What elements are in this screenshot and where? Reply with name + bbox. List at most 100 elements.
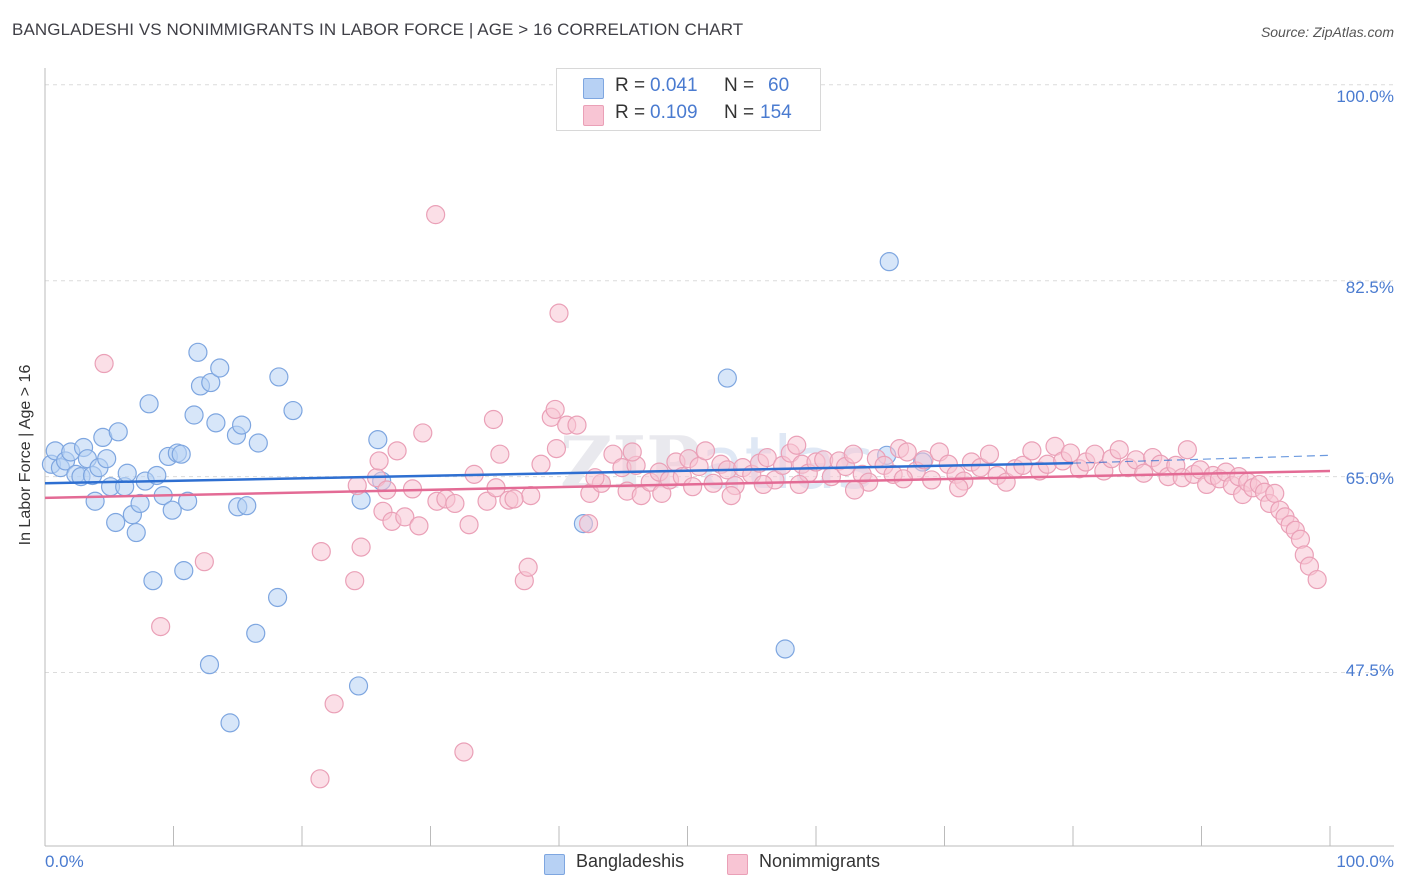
bangladeshi-point-13 — [97, 449, 117, 469]
bangladeshi-point-56 — [775, 639, 795, 659]
nonimmigrant-point-23 — [477, 491, 497, 511]
n-label: N = — [724, 75, 755, 96]
bangladeshi-point-36 — [199, 655, 220, 675]
nonimmigrant-point-141 — [445, 493, 465, 514]
nonimmigrant-point-5 — [324, 694, 344, 714]
bangladeshi-point-21 — [130, 493, 150, 514]
r-value: 0.041 — [650, 75, 698, 96]
legend-row-bangladeshis: R = 0.041 N = 60 — [557, 75, 820, 101]
nonimmigrant-point-73 — [843, 444, 863, 464]
nonimmigrant-point-24 — [483, 409, 504, 430]
bangladeshi-point-30 — [171, 444, 191, 464]
bangladeshis-swatch — [544, 854, 565, 875]
nonimmigrant-point-33 — [546, 439, 567, 459]
bangladeshi-point-39 — [210, 358, 230, 378]
y-tick-label-100: 100.0% — [1336, 87, 1394, 106]
bangladeshi-point-31 — [174, 561, 194, 581]
nonimmigrant-point-32 — [545, 399, 565, 420]
nonimmigrant-point-147 — [721, 486, 741, 506]
nonimmigrant-point-143 — [531, 454, 551, 474]
nonimmigrant-point-89 — [970, 458, 991, 478]
nonimmigrant-point-130 — [1265, 483, 1285, 503]
nonimmigrant-point-138 — [1307, 569, 1327, 590]
series-legend: Bangladeshis Nonimmigrants — [0, 851, 1406, 877]
bangladeshi-point-38 — [206, 413, 226, 433]
nonimmigrant-point-26 — [490, 444, 510, 464]
x-tick-label-100: 100.0% — [1336, 852, 1394, 871]
nonimmigrant-point-152 — [949, 478, 969, 498]
chart-title: BANGLADESHI VS NONIMMIGRANTS IN LABOR FO… — [12, 20, 744, 39]
nonimmigrant-trend-line — [44, 469, 1331, 500]
bangladeshi-point-20 — [126, 522, 146, 543]
bangladeshi-point-44 — [237, 496, 257, 516]
bangladeshi-point-48 — [269, 367, 289, 387]
nonimmigrant-point-2 — [194, 552, 214, 572]
nonimmigrant-point-0 — [94, 353, 114, 374]
y-tick-label-47-5: 47.5% — [1345, 661, 1394, 680]
n-label: N = — [724, 102, 755, 123]
nonimmigrant-point-103 — [1085, 444, 1105, 464]
nonimmigrant-point-53 — [695, 441, 716, 461]
r-label: R = — [615, 102, 646, 123]
nonimmigrant-point-17 — [426, 205, 446, 225]
nonimmigrant-point-82 — [914, 450, 934, 470]
nonimmigrants-swatch — [727, 854, 748, 875]
nonimmigrant-point-95 — [1022, 441, 1042, 461]
nonimmigrant-point-90 — [979, 444, 1000, 464]
bangladeshi-point-55 — [717, 368, 737, 388]
nonimmigrant-point-4 — [311, 541, 331, 562]
bangladeshi-point-37 — [201, 372, 221, 393]
n-value: 60 — [768, 75, 790, 96]
nonimmigrant-point-1 — [151, 616, 171, 637]
nonimmigrant-point-135 — [1290, 529, 1311, 549]
nonimmigrant-point-106 — [1109, 440, 1129, 460]
bangladeshi-trend-extension — [1072, 454, 1331, 464]
nonimmigrant-point-149 — [789, 474, 809, 495]
bangladeshi-point-24 — [143, 571, 163, 591]
bangladeshi-trend-line — [44, 461, 1074, 485]
nonimmigrant-point-7 — [351, 537, 371, 557]
bangladeshi-point-47 — [267, 587, 288, 608]
bangladeshi-point-50 — [348, 676, 369, 696]
bangladeshi-point-18 — [117, 463, 137, 483]
nonimmigrant-point-21 — [459, 515, 479, 535]
blue-swatch — [583, 78, 604, 99]
nonimmigrant-point-3 — [310, 769, 330, 789]
nonimmigrant-point-13 — [395, 507, 415, 527]
nonimmigrant-point-40 — [603, 444, 623, 464]
nonimmigrant-point-30 — [521, 486, 541, 506]
bangladeshi-point-23 — [139, 394, 159, 414]
bangladeshi-point-49 — [283, 400, 303, 421]
legend-row-nonimmigrants: R = 0.109 N = 154 — [557, 102, 820, 128]
bangladeshi-point-10 — [85, 491, 105, 511]
legend-item-bangladeshis: Bangladeshis — [576, 851, 685, 871]
r-label: R = — [615, 75, 646, 96]
x-tick-label-0: 0.0% — [45, 852, 84, 871]
nonimmigrant-point-145 — [622, 442, 642, 462]
nonimmigrant-point-109 — [1134, 463, 1154, 483]
bangladeshi-point-40 — [220, 713, 240, 733]
nonimmigrant-point-142 — [504, 489, 524, 509]
nonimmigrant-point-16 — [413, 423, 433, 443]
pink-swatch — [583, 105, 604, 126]
nonimmigrant-point-65 — [787, 435, 807, 455]
nonimmigrant-point-150 — [844, 480, 865, 500]
bangladeshi-point-32 — [178, 491, 198, 511]
nonimmigrant-point-20 — [454, 742, 474, 762]
bangladeshi-point-43 — [232, 415, 252, 435]
y-tick-label-82-5: 82.5% — [1345, 278, 1394, 297]
n-value: 154 — [760, 102, 792, 123]
source-label: Source: ZipAtlas.com — [1260, 24, 1394, 40]
nonimmigrant-point-12 — [387, 441, 407, 461]
nonimmigrant-point-15 — [409, 516, 429, 536]
r-value: 0.109 — [650, 102, 698, 123]
nonimmigrant-point-29 — [518, 557, 538, 577]
bangladeshi-point-28 — [162, 500, 182, 520]
bangladeshi-point-58 — [879, 252, 899, 272]
bangladeshi-point-46 — [248, 433, 268, 453]
nonimmigrant-point-37 — [578, 514, 599, 534]
nonimmigrant-point-61 — [757, 447, 777, 468]
bangladeshi-point-45 — [246, 623, 266, 643]
y-tick-label-65: 65.0% — [1345, 469, 1394, 488]
